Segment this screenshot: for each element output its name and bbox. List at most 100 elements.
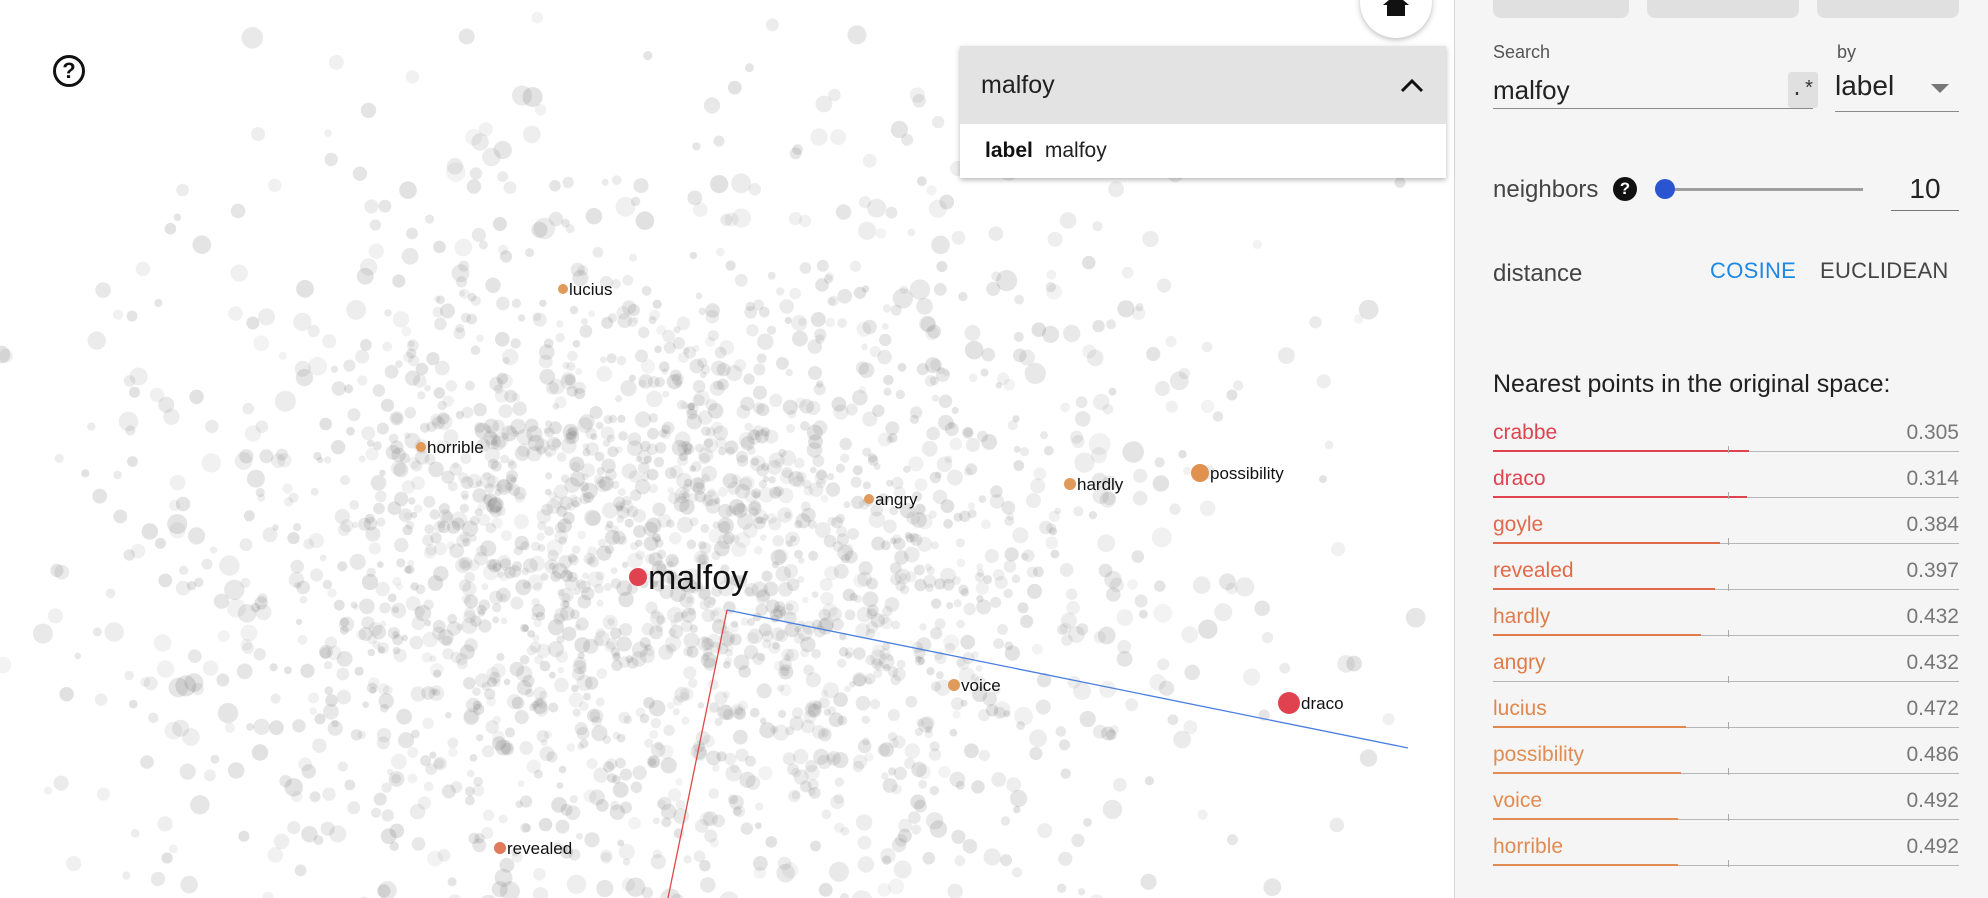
nearest-point-label: draco (1493, 467, 1546, 490)
chevron-up-icon[interactable] (1400, 77, 1424, 93)
labeled-point-marker[interactable] (1064, 478, 1076, 490)
nearest-point-label: voice (1493, 789, 1543, 812)
point-cloud[interactable]: malfoy lucius horrible angry hardly possibili… (0, 0, 1454, 898)
result-field-value: malfoy (1044, 139, 1107, 162)
nearest-points-title: Nearest points in the original space: (1493, 370, 1891, 398)
distance-bar-tick (1728, 584, 1729, 591)
neighbors-slider-thumb[interactable] (1655, 179, 1675, 199)
nearest-point-distance: 0.314 (1906, 467, 1959, 490)
distance-bar-fill (1493, 496, 1747, 498)
inspector-panel: Search .* by label neighbors ? distance … (1454, 0, 1988, 898)
nearest-point-row[interactable]: hardly 0.432 (1493, 598, 1959, 644)
nearest-point-label: hardly (1493, 605, 1551, 628)
distance-bar-tick (1728, 630, 1729, 637)
labeled-point-marker[interactable] (629, 568, 647, 586)
nearest-point-label: angry (1493, 651, 1546, 674)
nearest-point-distance: 0.492 (1906, 835, 1959, 858)
nearest-point-label: revealed (1493, 559, 1574, 582)
nearest-point-distance: 0.397 (1906, 559, 1959, 582)
labeled-point-marker[interactable] (416, 442, 426, 452)
nearest-point-row[interactable]: lucius 0.472 (1493, 690, 1959, 736)
nearest-points-list: crabbe 0.305 draco 0.314 goyle 0.384 revealed 0… (1493, 414, 1959, 874)
nearest-point-distance: 0.472 (1906, 697, 1959, 720)
neighbors-slider-track[interactable] (1665, 188, 1863, 191)
nearest-point-row[interactable]: goyle 0.384 (1493, 506, 1959, 552)
distance-bar-fill (1493, 772, 1681, 774)
distance-label: distance (1493, 260, 1583, 287)
nearest-point-row[interactable]: voice 0.492 (1493, 782, 1959, 828)
result-item[interactable]: label malfoy (960, 124, 1446, 178)
distance-bar-tick (1728, 814, 1729, 821)
distance-bar-tick (1728, 676, 1729, 683)
point-label[interactable]: revealed (507, 839, 572, 858)
distance-bar-track (1493, 635, 1959, 636)
distance-bar-fill (1493, 634, 1702, 636)
axis-line-red (667, 609, 728, 898)
labeled-point-marker[interactable] (948, 679, 960, 691)
help-icon[interactable]: ? (53, 55, 85, 87)
labeled-point-marker[interactable] (558, 284, 568, 294)
labeled-point-marker[interactable] (864, 494, 874, 504)
nearest-point-label: horrible (1493, 835, 1564, 858)
nearest-point-label: crabbe (1493, 421, 1558, 444)
toolbar-button-1[interactable] (1493, 0, 1629, 18)
distance-bar-track (1493, 773, 1959, 774)
distance-bar-tick (1728, 722, 1729, 729)
nearest-point-row[interactable]: draco 0.314 (1493, 460, 1959, 506)
search-by-value: label (1835, 70, 1895, 101)
distance-bar-track (1493, 681, 1959, 682)
distance-bar-track (1493, 589, 1959, 590)
search-result-card: malfoy label malfoy (960, 46, 1446, 178)
distance-bar-fill (1493, 450, 1750, 452)
labeled-point-marker[interactable] (1278, 692, 1300, 714)
distance-cosine-button[interactable]: COSINE (1710, 258, 1797, 283)
search-by-select[interactable]: label (1835, 68, 1959, 112)
point-label[interactable]: lucius (569, 280, 612, 299)
distance-euclidean-button[interactable]: EUCLIDEAN (1820, 258, 1949, 283)
question-filled-icon[interactable]: ? (1613, 177, 1637, 201)
labeled-point-marker[interactable] (1191, 464, 1209, 482)
caret-down-icon (1931, 84, 1949, 93)
search-label: Search (1493, 42, 1551, 62)
nearest-point-row[interactable]: angry 0.432 (1493, 644, 1959, 690)
point-label[interactable]: possibility (1210, 464, 1284, 483)
toolbar-button-3[interactable] (1817, 0, 1959, 18)
distance-bar-track (1493, 727, 1959, 728)
point-label[interactable]: draco (1301, 694, 1344, 713)
projection-viewport[interactable]: malfoy lucius horrible angry hardly possibili… (0, 0, 1454, 898)
axis-line-blue (726, 609, 1409, 749)
point-label[interactable]: hardly (1077, 475, 1124, 494)
nearest-point-row[interactable]: possibility 0.486 (1493, 736, 1959, 782)
distance-bar-track (1493, 819, 1959, 820)
nearest-point-distance: 0.432 (1906, 651, 1959, 674)
distance-bar-fill (1493, 726, 1687, 728)
point-label[interactable]: angry (875, 490, 918, 509)
labeled-point-marker[interactable] (494, 842, 506, 854)
distance-bar-tick (1728, 538, 1729, 545)
distance-bar-tick (1728, 768, 1729, 775)
nearest-point-distance: 0.432 (1906, 605, 1959, 628)
nearest-point-row[interactable]: revealed 0.397 (1493, 552, 1959, 598)
distance-bar-fill (1493, 864, 1679, 866)
point-label[interactable]: horrible (427, 438, 484, 457)
neighbors-input[interactable] (1891, 168, 1959, 211)
distance-bar-track (1493, 543, 1959, 544)
search-input[interactable] (1493, 72, 1813, 109)
by-label: by (1837, 42, 1857, 62)
toolbar-button-2[interactable] (1647, 0, 1799, 18)
distance-bar-tick (1728, 860, 1729, 867)
nearest-point-distance: 0.492 (1906, 789, 1959, 812)
nearest-point-distance: 0.384 (1906, 513, 1959, 536)
nearest-point-row[interactable]: horrible 0.492 (1493, 828, 1959, 874)
nearest-point-label: goyle (1493, 513, 1544, 536)
distance-bar-tick (1728, 446, 1729, 453)
regex-toggle-button[interactable]: .* (1788, 72, 1818, 108)
distance-bar-fill (1493, 542, 1721, 544)
distance-bar-fill (1493, 818, 1679, 820)
nearest-point-row[interactable]: crabbe 0.305 (1493, 414, 1959, 460)
point-label[interactable]: voice (961, 676, 1001, 695)
point-label-selected[interactable]: malfoy (648, 559, 748, 597)
result-card-header[interactable]: malfoy (960, 46, 1446, 124)
result-card-title: malfoy (981, 70, 1055, 99)
home-icon (1383, 0, 1409, 16)
